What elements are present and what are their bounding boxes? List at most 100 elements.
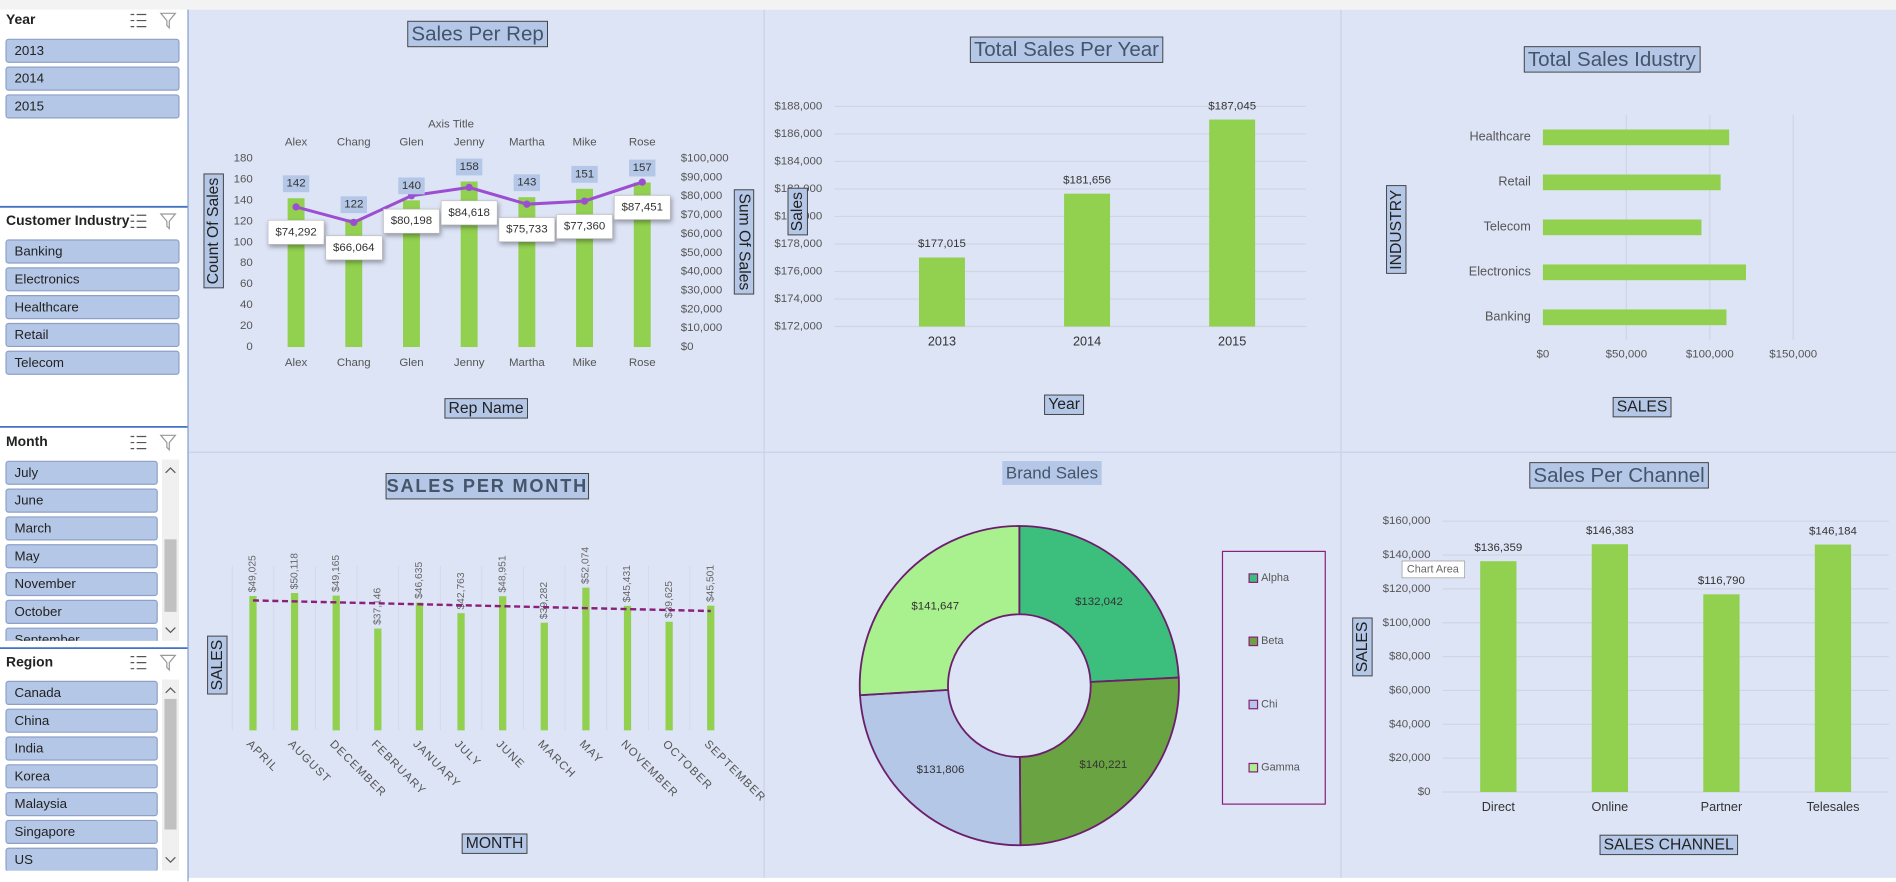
slicer-button[interactable] xyxy=(5,571,158,597)
data-label: $48,951 xyxy=(497,555,508,592)
bar xyxy=(457,613,465,731)
data-label: $49,165 xyxy=(331,555,342,592)
y-tick-label: Telecom xyxy=(1484,220,1531,234)
y-tick-label: $178,000 xyxy=(774,238,822,250)
y-tick-label: $100,000 xyxy=(1383,617,1431,629)
scroll-up[interactable] xyxy=(165,687,176,694)
slicer-button[interactable] xyxy=(5,764,158,789)
scroll-down[interactable] xyxy=(165,856,176,864)
secondary-x-tick-label: Glen xyxy=(399,137,423,149)
bar xyxy=(582,587,590,731)
data-label-box xyxy=(325,235,383,261)
slicer-button[interactable] xyxy=(5,819,158,845)
bar xyxy=(707,605,715,731)
slicer-button[interactable] xyxy=(5,350,180,375)
scrollbar-thumb[interactable] xyxy=(164,698,177,830)
x-tick-label: 2013 xyxy=(928,335,956,349)
slicer-button[interactable] xyxy=(5,599,158,624)
slicer-button[interactable] xyxy=(5,627,158,651)
slicer-button[interactable] xyxy=(5,544,158,569)
slicer-item: Retail xyxy=(15,327,49,342)
y2-axis-title: Sum Of Sales xyxy=(735,193,752,290)
x-axis-title-group: MONTH xyxy=(461,833,528,854)
slicer-item: June xyxy=(15,493,44,508)
bar xyxy=(1480,561,1517,793)
secondary-x-tick-label: Martha xyxy=(509,137,545,149)
multi-select-icon[interactable] xyxy=(130,655,147,670)
slicer-button[interactable] xyxy=(5,847,158,871)
bar xyxy=(1542,174,1721,191)
chart-title-box xyxy=(385,473,590,500)
slicer-button[interactable] xyxy=(5,38,180,63)
y-tick-label: $140,000 xyxy=(1383,549,1431,561)
slicer-button[interactable] xyxy=(5,94,180,119)
slicer-button[interactable] xyxy=(5,488,158,513)
slicer-item: July xyxy=(15,465,39,480)
y-axis-title: SALES xyxy=(209,640,226,691)
slicer-button[interactable] xyxy=(5,736,158,761)
data-label-box xyxy=(498,217,556,242)
y2-tick-label: $50,000 xyxy=(681,247,722,259)
y-tick-label: 40 xyxy=(240,299,253,311)
data-label-box xyxy=(571,165,598,183)
clear-filter-icon[interactable] xyxy=(159,434,177,452)
data-label: $39,625 xyxy=(664,581,675,618)
scroll-up[interactable] xyxy=(165,467,176,474)
trendline xyxy=(252,599,711,613)
y-tick-label: $188,000 xyxy=(774,100,822,112)
y-tick-label: $160,000 xyxy=(1383,515,1431,527)
slicer-button[interactable] xyxy=(5,295,180,320)
slicer-item: November xyxy=(15,576,77,591)
data-label: $42,763 xyxy=(456,572,467,609)
y-axis-title-box xyxy=(203,173,224,289)
slicer-button[interactable] xyxy=(5,708,158,733)
slicer-items: Canada China India Korea Malaysia Singapore US xyxy=(5,680,158,871)
slicer-item: Malaysia xyxy=(15,796,68,811)
y-axis-title-box xyxy=(207,635,228,695)
scrollbar-thumb[interactable] xyxy=(164,539,177,612)
x-tick-label: 2014 xyxy=(1073,335,1101,349)
slicer-button[interactable] xyxy=(5,516,158,541)
slicer-button[interactable] xyxy=(5,66,180,91)
line-point xyxy=(523,200,531,208)
x-axis-title-group: SALES CHANNEL xyxy=(1599,834,1739,856)
y-axis-title: INDUSTRY xyxy=(1388,189,1405,270)
chart-title: Total Sales Per Year xyxy=(974,38,1159,61)
bar xyxy=(403,200,420,348)
scroll-down[interactable] xyxy=(165,627,176,634)
bar xyxy=(1542,309,1727,326)
clear-filter-icon[interactable] xyxy=(159,213,177,231)
x-axis-title-box xyxy=(461,833,528,854)
multi-select-icon[interactable] xyxy=(130,435,147,450)
chart-title-box xyxy=(1002,461,1102,485)
slicer-button[interactable] xyxy=(5,680,158,705)
x-axis-title: Year xyxy=(1048,396,1080,413)
slicer-item: Healthcare xyxy=(15,299,79,314)
slicer-button[interactable] xyxy=(5,239,180,264)
slicer-item: September xyxy=(15,632,81,647)
pie-slice xyxy=(858,525,1021,697)
x-tick-label: Mike xyxy=(572,357,596,369)
x-axis-title-box xyxy=(444,398,528,419)
y-tick-label: Banking xyxy=(1485,310,1531,324)
data-label-box xyxy=(440,200,498,226)
multi-select-icon[interactable] xyxy=(130,214,147,228)
data-label: $46,635 xyxy=(414,562,425,599)
data-label-box xyxy=(455,158,483,176)
multi-select-icon[interactable] xyxy=(130,13,147,28)
chart-title-group: Total Sales Per Year xyxy=(969,36,1164,63)
data-label: $74,292 xyxy=(275,226,316,238)
bar xyxy=(665,621,673,731)
slicer-button[interactable] xyxy=(5,460,158,485)
slicer-item: Banking xyxy=(15,244,63,259)
clear-filter-icon[interactable] xyxy=(159,654,177,672)
clear-filter-icon[interactable] xyxy=(159,12,177,30)
chart-title-group: Total Sales Idustry xyxy=(1523,46,1701,73)
bar xyxy=(1703,594,1740,793)
slicer-button[interactable] xyxy=(5,792,158,817)
data-label: $136,359 xyxy=(1474,542,1522,554)
slicer-button[interactable] xyxy=(5,267,180,292)
chart-title-group: Sales Per Rep xyxy=(407,20,548,48)
bar xyxy=(415,602,424,731)
slicer-button[interactable] xyxy=(5,322,180,348)
